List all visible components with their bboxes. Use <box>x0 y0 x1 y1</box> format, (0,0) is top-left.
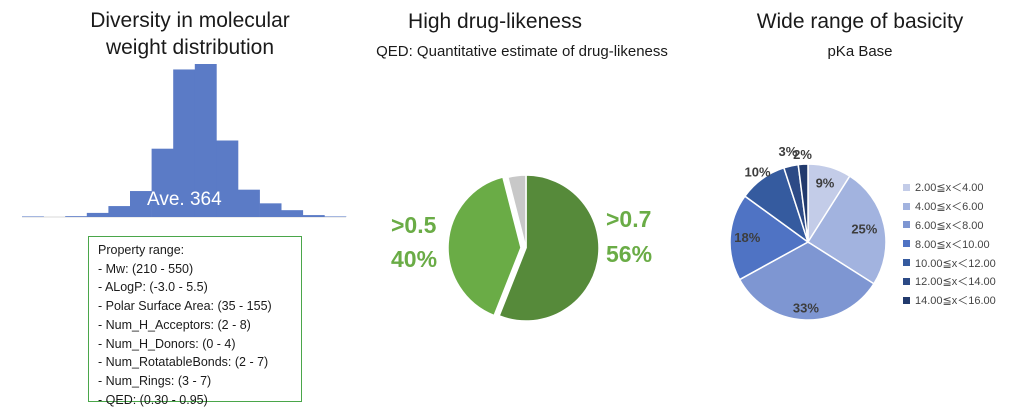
property-item: - Num_H_Donors: (0 - 4) <box>98 336 236 351</box>
legend-label: 6.00≦x＜8.00 <box>915 219 984 232</box>
pie-slice <box>797 163 809 243</box>
pie-slice-label: 18% <box>734 230 760 245</box>
legend-swatch <box>903 240 910 248</box>
histogram-bar <box>86 212 109 217</box>
legend-item: 6.00≦x＜8.00 <box>903 216 996 235</box>
qed-title: High drug-likeness <box>408 10 582 33</box>
qed-right-percent: 56% <box>606 241 653 267</box>
legend-label: 2.00≦x＜4.00 <box>915 182 984 195</box>
pka-title: Wide range of basicity <box>756 10 964 33</box>
histogram-title: Diversity in molecular weight distributi… <box>60 7 320 61</box>
legend-swatch <box>903 277 910 285</box>
legend-swatch <box>903 183 910 191</box>
legend-item: 12.00≦x＜14.00 <box>903 272 996 291</box>
legend-label: 4.00≦x＜6.00 <box>915 201 984 214</box>
histogram-title-line2: weight distribution <box>105 36 275 59</box>
pie-slice <box>506 174 527 249</box>
legend-swatch <box>903 296 910 304</box>
property-item: - Mw: (210 - 550) <box>98 261 194 276</box>
pie-slice <box>806 175 887 285</box>
legend-item: 4.00≦x＜6.00 <box>903 197 996 216</box>
property-item: - Num_Rings: (3 - 7) <box>98 373 212 388</box>
legend-swatch <box>903 259 910 267</box>
pie-slice-label: 10% <box>745 165 771 180</box>
legend-item: 8.00≦x＜10.00 <box>903 234 996 253</box>
pie-slice-label: 9% <box>816 176 835 191</box>
histogram-bar <box>238 189 260 217</box>
legend-item: 2.00≦x＜4.00 <box>903 178 996 197</box>
pie-slice <box>447 176 522 317</box>
histogram-bar <box>302 215 325 217</box>
pie-slice <box>729 195 810 281</box>
property-item: - Num_RotatableBonds: (2 - 7) <box>98 355 269 370</box>
qed-left-label: >0.5 <box>391 212 437 238</box>
legend-swatch <box>903 221 910 229</box>
histogram-bar <box>281 210 304 217</box>
property-range-box: Property range: - Mw: (210 - 550) - ALog… <box>88 236 302 407</box>
pie-slice-label: 33% <box>793 300 819 315</box>
property-item: - ALogP: (-3.0 - 5.5) <box>98 280 208 295</box>
property-item: - QED: (0.30 - 0.95) <box>98 392 208 407</box>
pka-legend: 2.00≦x＜4.00 4.00≦x＜6.00 6.00≦x＜8.00 8.00≦x＜… <box>903 178 996 310</box>
property-item: - Num_H_Acceptors: (2 - 8) <box>98 317 251 332</box>
pie-slice-label: 3% <box>779 144 798 159</box>
qed-left-percent: 40% <box>391 246 438 272</box>
pie-slice-label: 25% <box>851 221 877 236</box>
histogram-bar <box>173 69 196 217</box>
histogram-title-line1: Diversity in molecular <box>90 9 290 32</box>
histogram-average-label: Ave. 364 <box>147 189 222 210</box>
histogram-bar <box>216 140 239 217</box>
property-item: - Polar Surface Area: (35 - 155) <box>98 299 272 314</box>
legend-label: 12.00≦x＜14.00 <box>915 276 996 289</box>
legend-label: 14.00≦x＜16.00 <box>915 295 996 308</box>
pie-slice-label: 2% <box>793 147 812 162</box>
histogram-bar <box>22 216 44 217</box>
legend-item: 14.00≦x＜16.00 <box>903 291 996 310</box>
qed-subtitle: QED: Quantitative estimate of drug-liken… <box>376 43 668 60</box>
histogram-bar <box>130 191 152 217</box>
legend-label: 8.00≦x＜10.00 <box>915 238 990 251</box>
histogram-bar <box>65 216 88 217</box>
histogram-bar <box>259 203 282 217</box>
pka-subtitle: pKa Base <box>827 43 893 60</box>
histogram-bar <box>194 64 217 217</box>
legend-item: 10.00≦x＜12.00 <box>903 253 996 272</box>
histogram-bar <box>151 148 174 217</box>
pie-slice <box>498 174 600 322</box>
legend-label: 10.00≦x＜12.00 <box>915 257 996 270</box>
histogram-bar <box>324 216 347 217</box>
legend-swatch <box>903 202 910 210</box>
qed-right-label: >0.7 <box>606 206 652 232</box>
property-range-title: Property range: <box>98 243 185 257</box>
histogram-bar <box>108 206 131 217</box>
